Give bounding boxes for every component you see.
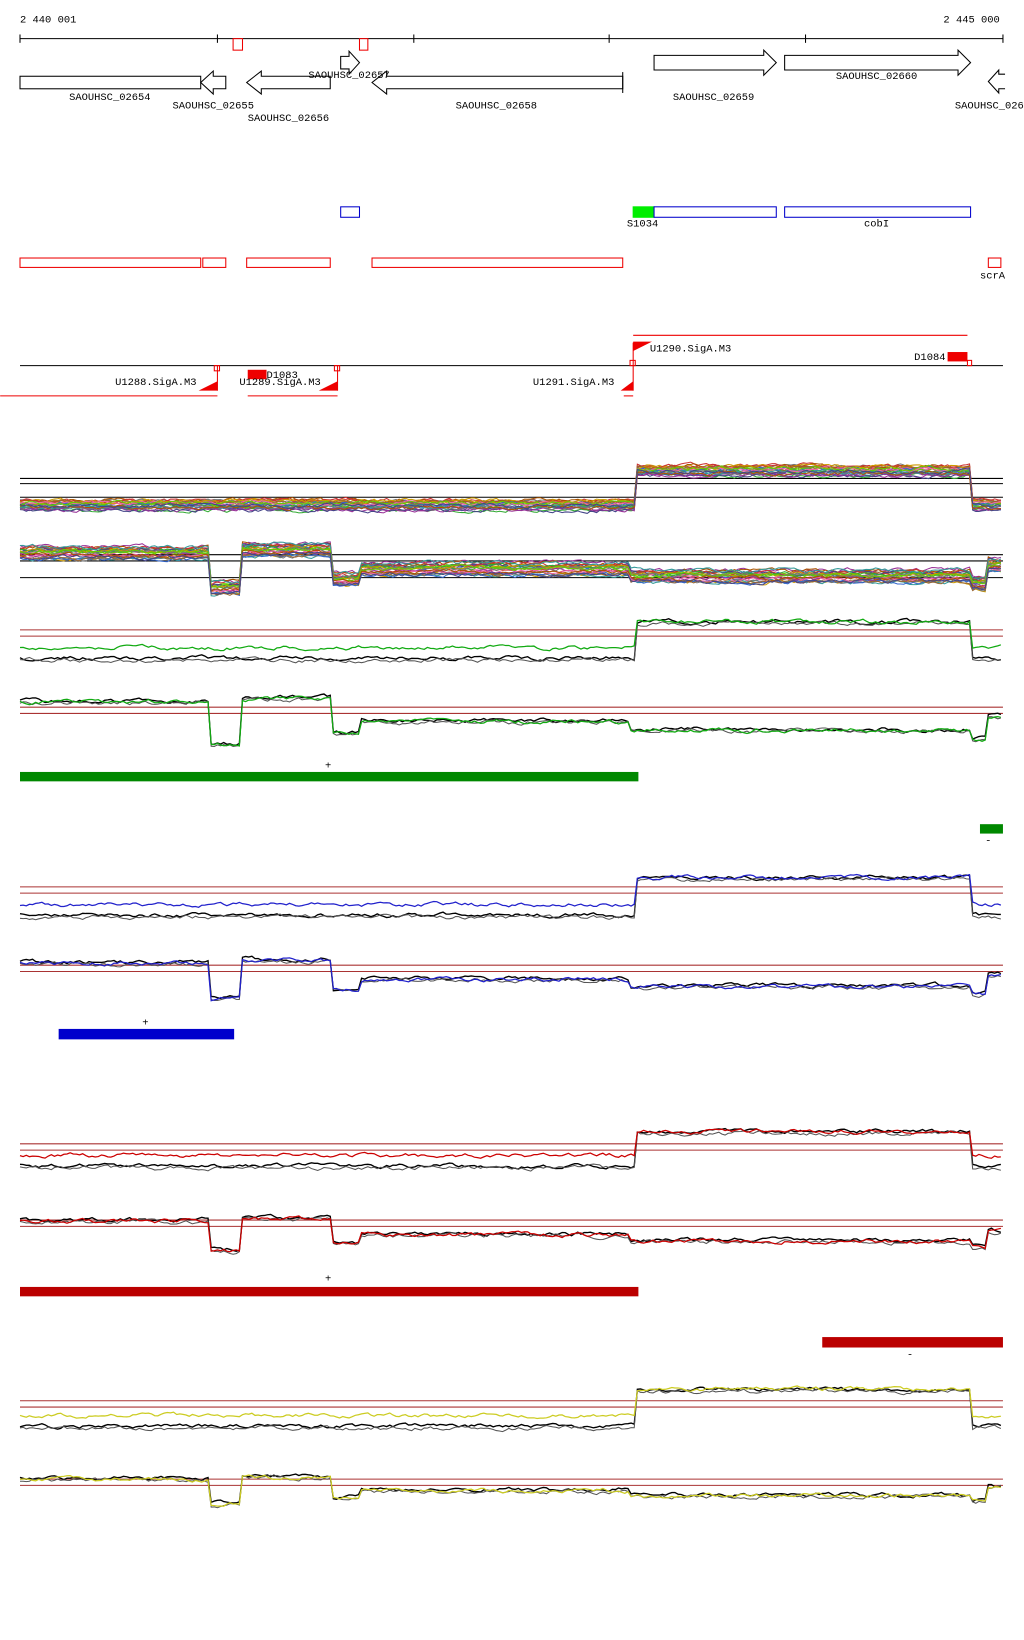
segment-bar [822,1337,1003,1348]
feature-box [632,206,655,218]
gene-label: SAOUHSC_02660 [836,71,917,83]
track-curve [19,1130,1001,1172]
track-curve [19,957,1001,1002]
track-curve [19,873,1002,909]
flag-box [333,365,341,372]
ruler-start: 2 440 001 [20,15,76,27]
feature-box [202,257,227,268]
strand-mark: - [985,836,991,848]
terminator [947,352,968,362]
track-curve [19,543,1001,586]
track-curve [19,464,1001,507]
track-curve [19,467,1002,510]
track-curve [19,1215,1002,1253]
reg-label: D1084 [914,352,945,364]
gene-arrow [340,49,361,76]
track-curve [19,1474,1001,1507]
track-curve [19,1473,1002,1504]
flag [318,381,338,391]
marker-box [358,38,369,51]
track-curve [19,1387,1002,1433]
expression-tracks [19,461,1003,1509]
gene-label: SAOUHSC_02659 [673,92,754,104]
track-curve [19,469,1001,511]
flag-box [213,365,221,372]
flag-box [629,359,636,367]
feature-box [19,257,202,268]
strand-mark: - [907,1350,913,1362]
gene-label: SAOUHSC_02657 [308,70,389,82]
gene-label: SAOUHSC_02658 [456,100,537,112]
feature-box [653,206,777,218]
track-curve [19,470,1001,512]
track-curve [19,618,1002,652]
marker-box [232,38,244,51]
strand-mark: + [325,760,331,772]
track-curve [19,696,1002,748]
reg-label: U1290.SigA.M3 [650,344,731,356]
track-curve [19,955,1002,1000]
track-curve [19,545,1002,589]
track-curve [19,876,1001,921]
flag [198,381,218,391]
ruler [19,34,1004,43]
feature-box [987,257,1002,268]
segment-bar [20,1286,639,1297]
feature-box [371,257,624,268]
flag-box [966,359,973,367]
gene-arrow [199,69,227,96]
gene-label: SAOUHSC_0266 [955,100,1024,112]
segment-bar [58,1028,235,1040]
reg-label: U1291.SigA.M3 [533,377,614,389]
feature-label: cobI [864,218,889,230]
reg-label: U1289.SigA.M3 [239,377,320,389]
feature-box [784,206,972,218]
gene-label: SAOUHSC_02654 [69,92,150,104]
track-curve [19,693,1002,746]
track-curve [19,1385,1001,1420]
track-curve [19,551,1001,595]
gene-label: SAOUHSC_02655 [173,100,254,112]
track-curve [19,695,1001,747]
flag [620,381,634,391]
gene-arrow [784,48,972,77]
gene-arrow [371,69,624,96]
gene-arrow [987,68,1006,95]
track-curve [19,617,1001,662]
gene-arrow [245,69,331,96]
track-curve [19,1127,1001,1170]
track-curve [19,1386,1002,1430]
feature-box [246,257,331,268]
gene-label: SAOUHSC_02656 [248,113,329,125]
feature-label: S1034 [627,218,658,230]
track-curve [19,874,1001,919]
gene-arrow [19,75,202,90]
track-curve [19,549,1001,592]
segment-bar [20,771,639,782]
strand-mark: + [142,1017,148,1029]
track-curve [19,1128,1001,1159]
ruler-end: 2 445 000 [943,15,999,27]
feature-box [340,206,361,218]
track-curve [19,1216,1002,1255]
feature-row [19,257,1002,268]
terminator [247,369,267,380]
reg-label: D1083 [267,370,298,382]
feature-label: scrA [980,271,1006,283]
track-curve [19,541,1002,584]
segment-bar [979,824,1003,834]
track-curve [19,546,1001,588]
gene-arrow [653,48,778,77]
track-curve [19,620,1001,664]
reg-label: U1288.SigA.M3 [115,377,196,389]
track-curve [19,463,1001,505]
strand-mark: + [325,1273,331,1285]
